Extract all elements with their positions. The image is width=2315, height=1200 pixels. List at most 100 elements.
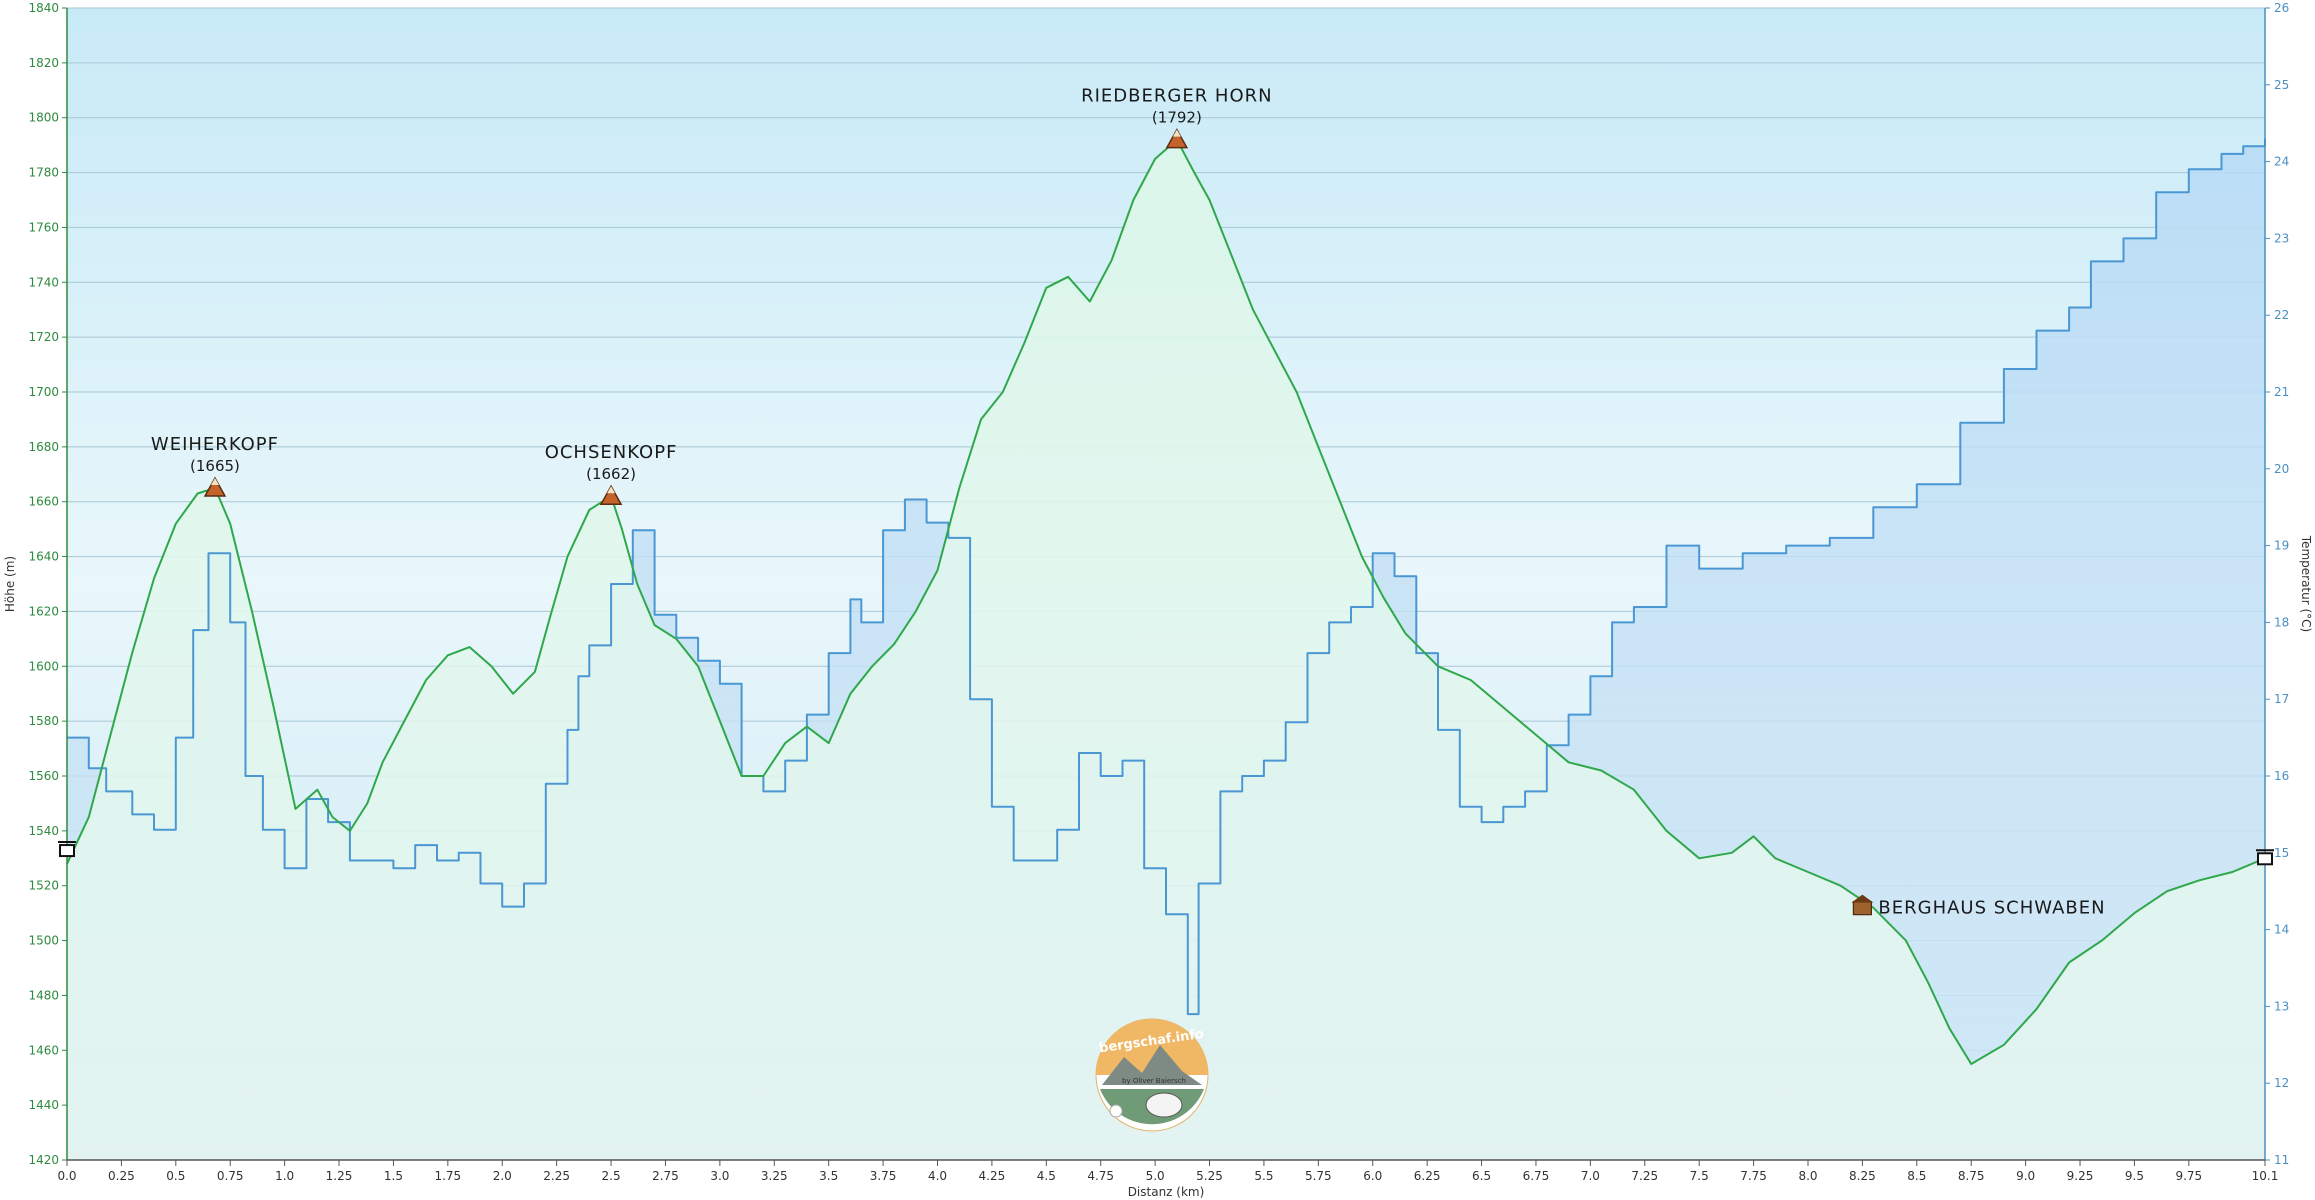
summit-name: RIEDBERGER HORN (1081, 86, 1273, 107)
y-right-tick-label: 17 (2274, 692, 2289, 706)
x-tick-label: 1.0 (275, 1169, 294, 1183)
summit-elevation: (1665) (190, 457, 240, 475)
summit-icon (203, 476, 227, 497)
y-axis-right-title: Temperatur (°C) (2299, 535, 2313, 632)
x-tick-label: 1.25 (326, 1169, 353, 1183)
cable-car-icon (59, 844, 75, 858)
y-axis-left-title: Höhe (m) (3, 556, 17, 612)
logo-subtext: by Oliver Baiersch (1122, 1077, 1186, 1085)
y-left-tick-label: 1480 (28, 988, 59, 1002)
x-tick-label: 0.5 (166, 1169, 185, 1183)
x-tick-label: 0.0 (57, 1169, 76, 1183)
x-tick-label: 9.5 (2125, 1169, 2144, 1183)
x-tick-label: 3.0 (710, 1169, 729, 1183)
x-tick-label: 7.5 (1690, 1169, 1709, 1183)
y-right-tick-label: 26 (2274, 1, 2289, 15)
y-right-tick-label: 14 (2274, 923, 2289, 937)
line-elevation (66, 138, 2266, 1065)
y-left-tick-label: 1720 (28, 330, 59, 344)
y-right-tick-label: 23 (2274, 231, 2289, 245)
summit-marker: OCHSENKOPF (1662) (545, 442, 678, 505)
x-tick-label: 0.25 (108, 1169, 135, 1183)
y-left-tick-label: 1680 (28, 440, 59, 454)
annotations: WEIHERKOPF (1665) OCHSENKOPF (1662) RIEDBERG… (58, 86, 2274, 919)
y-right-tick-label: 11 (2274, 1153, 2289, 1167)
line-temperature (67, 138, 2266, 1016)
y-left-tick-label: 1460 (28, 1043, 59, 1057)
x-tick-label: 9.75 (2175, 1169, 2202, 1183)
x-tick-label: 3.5 (819, 1169, 838, 1183)
summit-snow-icon (607, 486, 616, 494)
y-left-tick-label: 1420 (28, 1153, 59, 1167)
x-tick-label: 0.75 (217, 1169, 244, 1183)
y-right-tick-label: 15 (2274, 846, 2289, 860)
series-lines (66, 138, 2266, 1065)
y-right-tick-label: 16 (2274, 769, 2289, 783)
x-tick-label: 6.5 (1472, 1169, 1491, 1183)
hut-icon (1852, 901, 1872, 916)
x-tick-label: 8.5 (1907, 1169, 1926, 1183)
y-left-tick-label: 1540 (28, 824, 59, 838)
mountain-icon (1102, 1045, 1202, 1085)
x-tick-label: 5.5 (1254, 1169, 1273, 1183)
y-left-tick-label: 1440 (28, 1098, 59, 1112)
x-tick-label: 7.0 (1581, 1169, 1600, 1183)
summit-name: WEIHERKOPF (151, 434, 279, 455)
y-right-tick-label: 19 (2274, 539, 2289, 553)
hut-name: BERGHAUS SCHWABEN (1878, 898, 2105, 919)
x-tick-label: 3.75 (870, 1169, 897, 1183)
y-left-tick-label: 1580 (28, 714, 59, 728)
x-tick-label: 2.75 (652, 1169, 679, 1183)
hut-roof-icon (1851, 894, 1874, 903)
y-right-tick-label: 22 (2274, 308, 2289, 322)
x-tick-label: 4.5 (1037, 1169, 1056, 1183)
series-areas (67, 138, 2265, 1161)
y-left-tick-label: 1840 (28, 1, 59, 15)
y-right-tick-label: 12 (2274, 1076, 2289, 1090)
sheep-icon (1145, 1092, 1183, 1118)
hut-marker: BERGHAUS SCHWABEN (1851, 894, 2105, 919)
x-tick-label: 1.75 (434, 1169, 461, 1183)
y-right-tick-label: 25 (2274, 78, 2289, 92)
summit-elevation: (1792) (1152, 109, 1202, 127)
tick-labels: 1420144014601480150015201540156015801600… (28, 1, 2289, 1183)
y-left-tick-label: 1560 (28, 769, 59, 783)
area-elevation (67, 139, 2265, 1160)
x-tick-label: 8.75 (1958, 1169, 1985, 1183)
x-tick-label: 4.25 (979, 1169, 1006, 1183)
cable-car-icon (2257, 852, 2273, 866)
y-left-tick-label: 1800 (28, 111, 59, 125)
x-tick-label: 4.0 (928, 1169, 947, 1183)
x-axis-title: Distanz (km) (1128, 1185, 1205, 1199)
x-tick-label: 6.25 (1414, 1169, 1441, 1183)
x-tick-label: 2.5 (602, 1169, 621, 1183)
x-tick-label: 7.75 (1740, 1169, 1767, 1183)
x-tick-label: 9.0 (2016, 1169, 2035, 1183)
y-right-tick-label: 13 (2274, 999, 2289, 1013)
y-left-tick-label: 1820 (28, 56, 59, 70)
x-tick-label: 5.75 (1305, 1169, 1332, 1183)
y-left-tick-label: 1620 (28, 604, 59, 618)
y-left-tick-label: 1700 (28, 385, 59, 399)
summit-icon (1165, 128, 1189, 149)
x-tick-label: 6.0 (1363, 1169, 1382, 1183)
y-right-tick-label: 21 (2274, 385, 2289, 399)
summit-snow-icon (1172, 129, 1181, 137)
y-left-tick-label: 1660 (28, 495, 59, 509)
y-right-tick-label: 24 (2274, 155, 2289, 169)
summit-elevation: (1662) (586, 465, 636, 483)
summit-name: OCHSENKOPF (545, 442, 678, 463)
edelweiss-icon (1109, 1104, 1123, 1118)
x-tick-label: 1.5 (384, 1169, 403, 1183)
x-tick-label: 9.25 (2067, 1169, 2094, 1183)
x-tick-label: 5.0 (1146, 1169, 1165, 1183)
y-left-tick-label: 1740 (28, 275, 59, 289)
x-tick-label: 10.1 (2252, 1169, 2279, 1183)
summit-icon (599, 484, 623, 505)
y-left-tick-label: 1600 (28, 659, 59, 673)
x-tick-label: 5.25 (1196, 1169, 1223, 1183)
summit-snow-icon (210, 478, 219, 485)
y-left-tick-label: 1520 (28, 879, 59, 893)
